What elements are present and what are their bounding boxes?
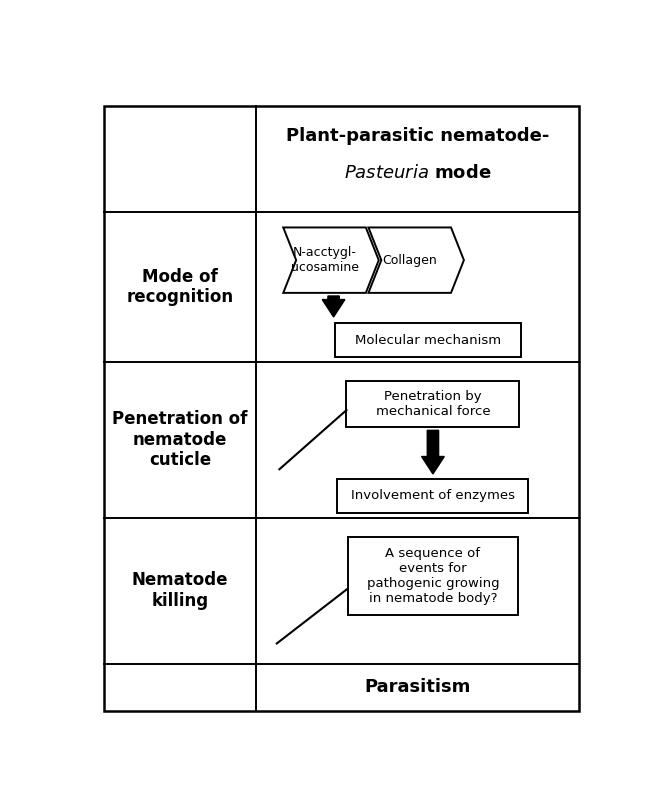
Text: Mode of
recognition: Mode of recognition — [127, 268, 234, 307]
Polygon shape — [368, 227, 464, 293]
Text: Nematode
killing: Nematode killing — [132, 571, 228, 610]
Polygon shape — [322, 296, 345, 317]
Text: $\mathbf{\it{Pasteuria}}$$\mathbf{\ mode}$: $\mathbf{\it{Pasteuria}}$$\mathbf{\ mode… — [344, 164, 492, 182]
Text: Parasitism: Parasitism — [364, 678, 471, 697]
Bar — [335, 323, 521, 358]
Polygon shape — [422, 430, 444, 474]
Text: Collagen: Collagen — [382, 254, 437, 267]
Text: Penetration by
mechanical force: Penetration by mechanical force — [376, 390, 490, 418]
Bar — [348, 537, 518, 615]
Text: Involvement of enzymes: Involvement of enzymes — [351, 489, 515, 502]
Text: Molecular mechanism: Molecular mechanism — [355, 333, 501, 346]
Text: Penetration of
nematode
cuticle: Penetration of nematode cuticle — [113, 410, 248, 469]
Text: A sequence of
events for
pathogenic growing
in nematode body?: A sequence of events for pathogenic grow… — [366, 547, 500, 605]
Text: Plant-parasitic nematode-: Plant-parasitic nematode- — [286, 127, 549, 145]
Text: N-acctygl-
ucosamine: N-acctygl- ucosamine — [290, 246, 358, 274]
Bar — [346, 380, 519, 427]
Bar — [338, 479, 528, 513]
Polygon shape — [283, 227, 379, 293]
